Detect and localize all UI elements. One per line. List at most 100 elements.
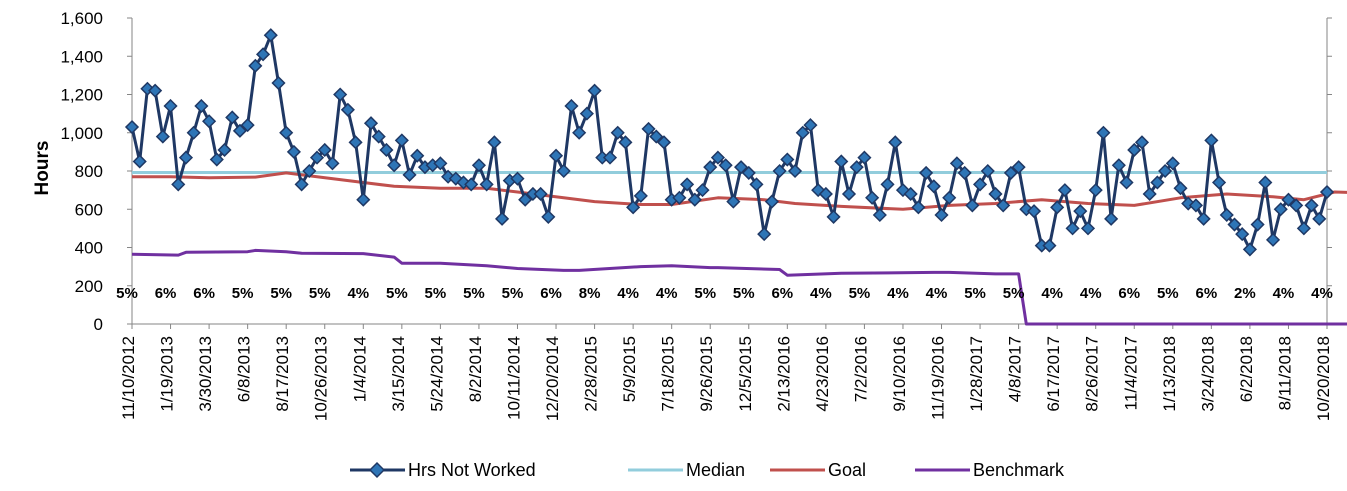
hrs-not-worked-point — [1096, 125, 1111, 140]
hrs-not-worked-point — [942, 190, 957, 205]
hrs-not-worked-point — [541, 209, 556, 224]
hrs-not-worked-point — [849, 160, 864, 175]
hrs-not-worked-point — [1289, 198, 1304, 213]
hrs-not-worked-point — [780, 152, 795, 167]
percent-label: 4% — [887, 285, 909, 302]
hrs-not-worked-point — [1204, 133, 1219, 148]
x-tick-label: 12/20/2014 — [543, 336, 562, 421]
hrs-not-worked-point — [487, 135, 502, 150]
y-axis-title: Hours — [32, 141, 53, 196]
y-tick-label: 400 — [75, 239, 103, 258]
hrs-not-worked-point — [225, 110, 240, 125]
hrs-not-worked-point — [633, 188, 648, 203]
percent-label: 4% — [1273, 285, 1295, 302]
hrs-not-worked-point — [911, 200, 926, 215]
legend-benchmark-label: Benchmark — [973, 460, 1065, 480]
hrs-not-worked-point — [703, 160, 718, 175]
hrs-not-worked-point — [1142, 186, 1157, 202]
hrs-not-worked-point — [548, 148, 564, 163]
hrs-not-worked-point — [1212, 175, 1227, 190]
hrs-not-worked-point — [1250, 217, 1265, 232]
x-tick-label: 1/28/2017 — [967, 336, 986, 412]
x-tick-label: 11/10/2012 — [119, 336, 138, 420]
x-tick-label: 1/13/2018 — [1160, 336, 1179, 412]
hrs-not-worked-point — [988, 186, 1003, 202]
hrs-not-worked-point — [572, 125, 587, 140]
benchmark-line — [131, 248, 1347, 326]
hrs-not-worked-point — [1219, 207, 1234, 223]
hrs-not-worked-point — [949, 156, 964, 171]
percent-label: 4% — [1080, 285, 1102, 302]
hrs-not-worked-point — [996, 198, 1011, 213]
hrs-not-worked-point — [841, 186, 857, 202]
hrs-not-worked-point — [826, 209, 841, 224]
hrs-not-worked-point — [1173, 181, 1188, 196]
hrs-not-worked-point — [741, 165, 756, 180]
x-tick-label: 5/9/2015 — [620, 336, 639, 402]
x-tick-label: 7/2/2016 — [851, 336, 870, 402]
hrs-not-worked-point — [1312, 211, 1327, 226]
y-tick-label: 1,600 — [60, 9, 103, 28]
hrs-not-worked-point — [1319, 184, 1335, 200]
percent-label: 5% — [964, 285, 986, 302]
hrs-not-worked-point — [602, 150, 618, 165]
hrs-not-worked-point — [363, 116, 379, 131]
percent-label: 6% — [155, 285, 177, 302]
hrs-not-worked-point — [340, 102, 355, 117]
hrs-not-worked-point — [865, 190, 880, 205]
hrs-not-worked-point — [479, 177, 494, 192]
hrs-not-worked-point — [1227, 217, 1242, 232]
hrs-not-worked-point — [348, 135, 363, 150]
hrs-not-worked-point — [803, 118, 818, 133]
y-tick-label: 0 — [94, 315, 103, 334]
x-tick-label: 10/20/2018 — [1314, 336, 1333, 421]
hrs-not-worked-point — [680, 177, 695, 192]
percent-label: 6% — [771, 285, 793, 302]
hrs-not-worked-point — [1042, 238, 1057, 253]
hrs-not-worked-point — [973, 177, 988, 192]
x-tick-label: 9/26/2015 — [697, 336, 716, 412]
percent-label: 6% — [540, 285, 562, 302]
x-tick-label: 10/11/2014 — [504, 336, 523, 420]
x-tick-label: 8/26/2017 — [1083, 336, 1102, 412]
hrs-not-worked-point — [178, 150, 194, 165]
legend-diamond-icon — [368, 461, 386, 479]
percent-label: 6% — [1196, 285, 1218, 302]
hrs-not-worked-point — [194, 98, 209, 114]
x-tick-label: 2/28/2015 — [582, 336, 601, 412]
hrs-not-worked-point — [687, 192, 702, 207]
percent-label: 4% — [1041, 285, 1063, 302]
hrs-not-worked-point — [734, 160, 749, 175]
percent-label: 6% — [193, 285, 215, 302]
x-tick-label: 2/13/2016 — [774, 336, 793, 412]
hrs-not-worked-point — [518, 192, 533, 207]
percent-label: 5% — [270, 285, 292, 302]
hrs-not-worked-point — [148, 83, 163, 98]
hrs-not-worked-point — [1134, 135, 1150, 150]
hrs-not-worked-point — [1150, 175, 1165, 190]
hrs-not-worked-point — [1235, 227, 1250, 242]
x-tick-label: 3/30/2013 — [196, 336, 215, 412]
hrs-not-worked-point — [726, 194, 741, 209]
hrs-not-worked-point — [772, 163, 787, 179]
hrs-not-worked-point — [271, 75, 286, 91]
hrs-not-worked-point — [387, 158, 402, 173]
hrs-not-worked-point — [857, 150, 872, 165]
percent-label: 4% — [617, 285, 639, 302]
y-tick-label: 1,200 — [60, 86, 103, 105]
percent-label: 5% — [1003, 285, 1025, 302]
hrs-not-worked-point — [163, 98, 178, 114]
hrs-not-worked-point — [1304, 198, 1319, 213]
y-tick-label: 1,400 — [60, 47, 103, 66]
percent-label: 5% — [463, 285, 485, 302]
hrs-not-worked-point — [718, 158, 733, 173]
hrs-not-worked-point — [1158, 163, 1173, 179]
hrs-not-worked-point — [1258, 175, 1273, 190]
percent-label: 5% — [694, 285, 716, 302]
percent-label: 4% — [1311, 285, 1333, 302]
hrs-not-worked-point — [371, 129, 386, 144]
hrs-not-worked-point — [1057, 183, 1072, 198]
hrs-not-worked-point — [1073, 204, 1088, 219]
x-tick-label: 4/8/2017 — [1006, 336, 1025, 402]
hrs-not-worked-point — [1080, 221, 1096, 236]
